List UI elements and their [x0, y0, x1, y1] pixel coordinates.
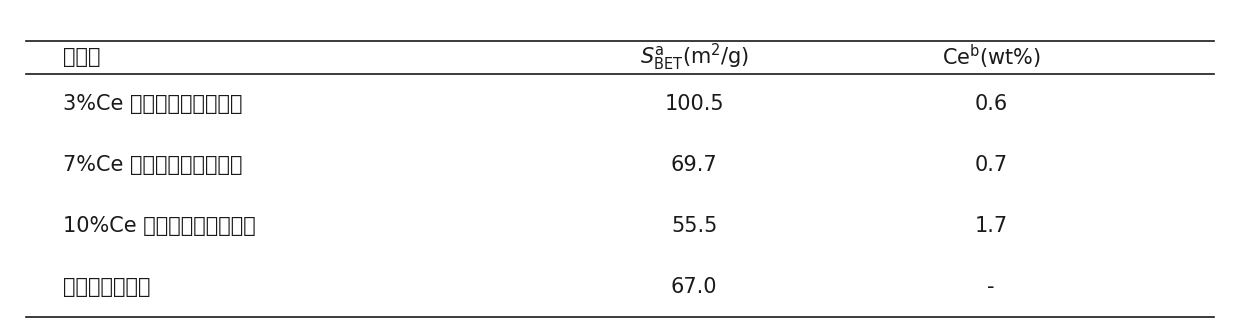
Text: 69.7: 69.7 [671, 155, 718, 175]
Text: 67.0: 67.0 [671, 277, 718, 297]
Text: 锰氧化物分子筛: 锰氧化物分子筛 [63, 277, 151, 297]
Text: -: - [987, 277, 994, 297]
Text: 催化剂: 催化剂 [63, 47, 100, 67]
Text: 1.7: 1.7 [975, 216, 1008, 236]
Text: 100.5: 100.5 [665, 94, 724, 114]
Text: 55.5: 55.5 [671, 216, 718, 236]
Text: $\mathrm{Ce}^{\mathrm{b}}(\mathrm{wt\%})$: $\mathrm{Ce}^{\mathrm{b}}(\mathrm{wt\%})… [941, 43, 1040, 71]
Text: 0.7: 0.7 [975, 155, 1008, 175]
Text: 0.6: 0.6 [975, 94, 1008, 114]
Text: $S_{\mathrm{BET}}^{\mathrm{a}}(\mathrm{m}^2/\mathrm{g})$: $S_{\mathrm{BET}}^{\mathrm{a}}(\mathrm{m… [640, 42, 749, 73]
Text: 10%Ce 改性锰氧化物分子筛: 10%Ce 改性锰氧化物分子筛 [63, 216, 255, 236]
Text: 3%Ce 改性锰氧化物分子筛: 3%Ce 改性锰氧化物分子筛 [63, 94, 243, 114]
Text: 7%Ce 改性锰氧化物分子筛: 7%Ce 改性锰氧化物分子筛 [63, 155, 243, 175]
